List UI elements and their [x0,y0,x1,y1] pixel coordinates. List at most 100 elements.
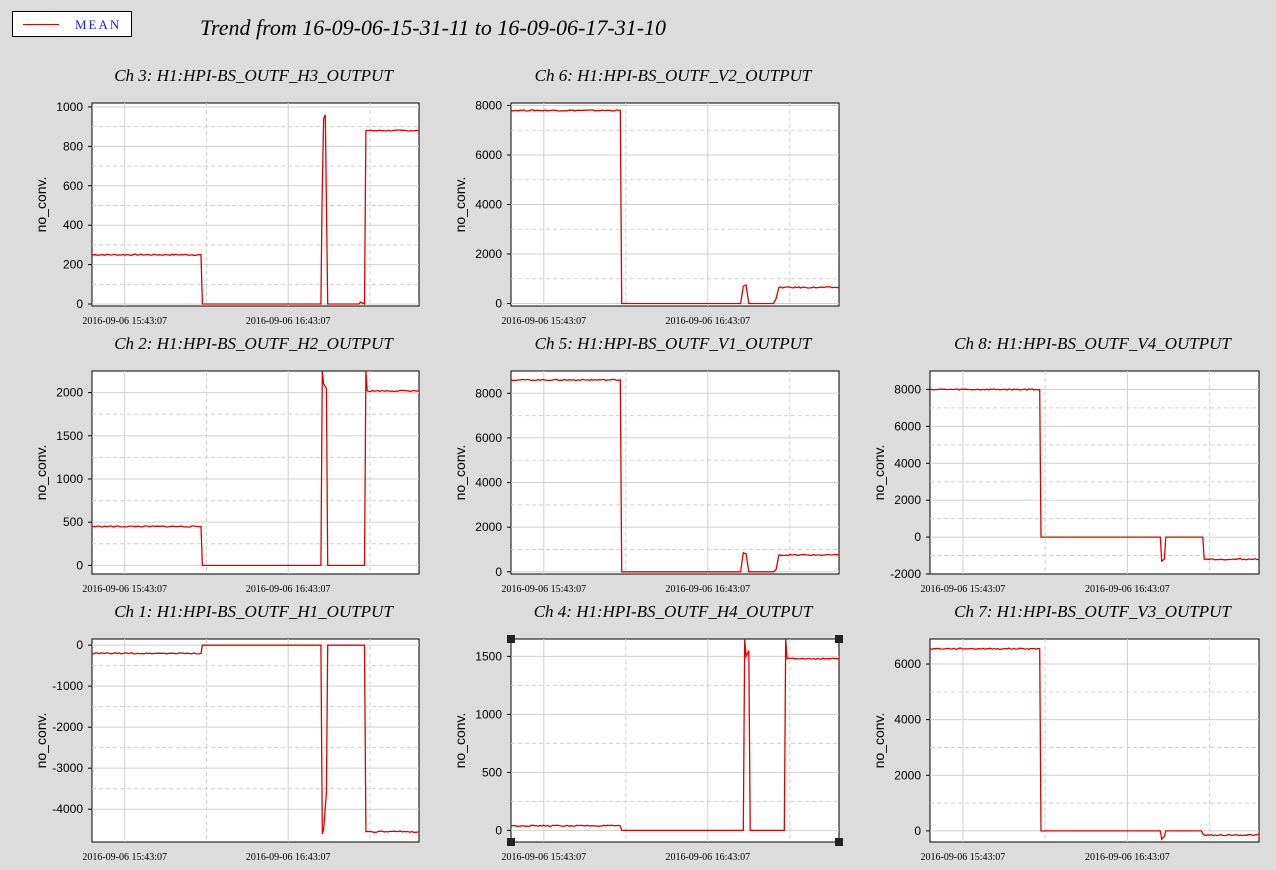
y-tick-label: 1000 [475,707,502,721]
y-tick-label: 2000 [894,493,921,507]
y-tick-label: 4000 [475,198,502,212]
chart-ch3: Ch 3: H1:HPI-BS_OUTF_H3_OUTPUT 0 200 400 600… [33,66,420,327]
y-axis-label: no_conv. [452,445,468,501]
series-line-mean [511,109,839,305]
y-tick-label: 0 [495,823,502,837]
x-tick-label: 2016-09-06 16:43:07 [1085,852,1170,863]
x-tick-label: 2016-09-06 16:43:07 [665,852,750,863]
selection-handle[interactable] [835,635,843,643]
y-tick-label: 0 [76,558,83,572]
y-tick-label: 200 [63,258,83,272]
x-tick-label: 2016-09-06 15:43:07 [921,584,1006,595]
x-tick-label: 2016-09-06 15:43:07 [82,852,167,863]
chart-ch1: Ch 1: H1:HPI-BS_OUTF_H1_OUTPUT -4000 -3000… [33,602,420,863]
y-tick-label: -1000 [52,679,83,693]
chart-ch4: Ch 4: H1:HPI-BS_OUTF_H4_OUTPUT 0 500 1000 15… [452,602,843,863]
series-line-mean [92,371,419,567]
y-tick-label: 0 [76,638,83,652]
series-line-mean [930,388,1259,563]
x-tick-label: 2016-09-06 16:43:07 [1085,584,1170,595]
legend-label: MEAN [75,17,122,32]
y-tick-label: 600 [63,179,83,193]
chart-title: Ch 2: H1:HPI-BS_OUTF_H2_OUTPUT [114,334,394,353]
legend-line-swatch [23,24,59,25]
y-tick-label: 6000 [894,419,921,433]
chart-title: Ch 1: H1:HPI-BS_OUTF_H1_OUTPUT [114,602,394,621]
y-tick-label: 4000 [894,456,921,470]
plot-area [510,370,840,575]
y-axis-label: no_conv. [871,713,887,769]
x-tick-label: 2016-09-06 15:43:07 [921,852,1006,863]
series-line-mean [92,114,419,306]
y-tick-label: 0 [914,824,921,838]
plot-area [929,370,1260,575]
y-tick-label: 1000 [56,100,83,114]
y-tick-label: 2000 [475,247,502,261]
y-axis-label: no_conv. [33,713,49,769]
chart-ch8: Ch 8: H1:HPI-BS_OUTF_V4_OUTPUT -2000 0 2000… [871,334,1260,595]
y-axis-label: no_conv. [452,177,468,233]
chart-title: Ch 5: H1:HPI-BS_OUTF_V1_OUTPUT [535,334,813,353]
series-line-mean [92,644,419,834]
y-tick-label: -2000 [890,567,921,581]
y-tick-label: 800 [63,139,83,153]
x-tick-label: 2016-09-06 16:43:07 [246,584,331,595]
y-tick-label: 500 [482,765,502,779]
chart-ch2: Ch 2: H1:HPI-BS_OUTF_H2_OUTPUT 0 500 1000 15… [33,334,420,595]
y-tick-label: -2000 [52,720,83,734]
chart-ch7: Ch 7: H1:HPI-BS_OUTF_V3_OUTPUT 0 2000 4000 6… [871,602,1260,863]
y-tick-label: 1500 [56,429,83,443]
chart-title: Ch 4: H1:HPI-BS_OUTF_H4_OUTPUT [534,602,814,621]
series-line-mean [511,639,839,832]
y-tick-label: 1000 [56,472,83,486]
series-line-mean [511,378,839,573]
y-axis-label: no_conv. [452,713,468,769]
y-tick-label: 8000 [894,382,921,396]
selection-handle[interactable] [835,838,843,846]
y-axis-label: no_conv. [33,177,49,233]
y-tick-label: -3000 [52,761,83,775]
y-tick-label: 2000 [56,386,83,400]
y-axis-label: no_conv. [871,445,887,501]
y-tick-label: 6000 [475,431,502,445]
chart-title: Ch 7: H1:HPI-BS_OUTF_V3_OUTPUT [954,602,1232,621]
selection-handle[interactable] [507,838,515,846]
x-tick-label: 2016-09-06 15:43:07 [501,584,586,595]
y-tick-label: 2000 [475,520,502,534]
y-tick-label: 8000 [475,98,502,112]
y-tick-label: 500 [63,515,83,529]
y-tick-label: 0 [76,297,83,311]
y-tick-label: 1500 [475,649,502,663]
y-tick-label: 0 [914,530,921,544]
x-tick-label: 2016-09-06 15:43:07 [82,584,167,595]
y-tick-label: 4000 [475,476,502,490]
x-tick-label: 2016-09-06 15:43:07 [501,852,586,863]
x-tick-label: 2016-09-06 16:43:07 [665,316,750,327]
x-tick-label: 2016-09-06 15:43:07 [501,316,586,327]
x-tick-label: 2016-09-06 16:43:07 [665,584,750,595]
chart-title: Ch 8: H1:HPI-BS_OUTF_V4_OUTPUT [954,334,1232,353]
y-tick-label: 4000 [894,713,921,727]
y-axis-label: no_conv. [33,445,49,501]
plot-area [929,638,1260,843]
page-title: Trend from 16-09-06-15-31-11 to 16-09-06… [200,15,667,40]
y-tick-label: 0 [495,565,502,579]
y-tick-label: 6000 [894,657,921,671]
x-tick-label: 2016-09-06 15:43:07 [82,316,167,327]
selection-handle[interactable] [507,635,515,643]
y-tick-label: 6000 [475,148,502,162]
x-tick-label: 2016-09-06 16:43:07 [246,316,331,327]
y-tick-label: 8000 [475,386,502,400]
series-line-mean [930,647,1259,841]
y-tick-label: 0 [495,297,502,311]
chart-ch5: Ch 5: H1:HPI-BS_OUTF_V1_OUTPUT 0 2000 4000 6… [452,334,840,595]
chart-ch6: Ch 6: H1:HPI-BS_OUTF_V2_OUTPUT 0 2000 4000 6… [452,66,840,327]
y-tick-label: -4000 [52,802,83,816]
chart-title: Ch 6: H1:HPI-BS_OUTF_V2_OUTPUT [535,66,813,85]
y-tick-label: 400 [63,218,83,232]
y-tick-label: 2000 [894,768,921,782]
chart-title: Ch 3: H1:HPI-BS_OUTF_H3_OUTPUT [114,66,394,85]
x-tick-label: 2016-09-06 16:43:07 [246,852,331,863]
legend: MEAN [12,11,132,37]
